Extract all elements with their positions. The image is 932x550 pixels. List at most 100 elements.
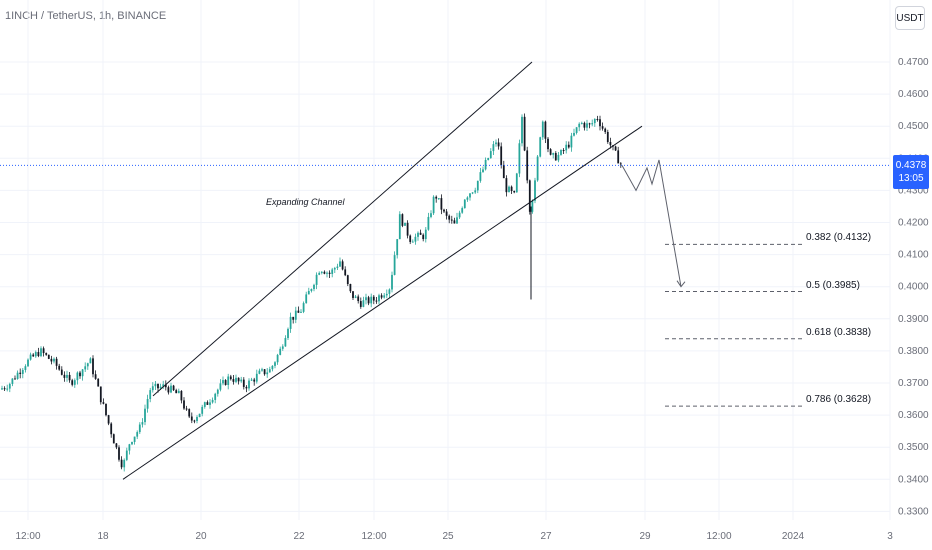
candle-body [248,380,250,389]
candle-body [307,290,310,295]
currency-button[interactable]: USDT [895,6,925,30]
candle-body [570,135,573,148]
candle-body [541,121,544,138]
candle-body [136,432,139,437]
candle-body [531,200,534,212]
candle-body [14,378,16,380]
candle-body [21,369,24,374]
candle-body [237,377,240,382]
chart-title: 1INCH / TetherUS, 1h, BINANCE [5,10,167,22]
candle-body [58,365,61,370]
candle-body [617,150,620,164]
candle-body [320,271,323,273]
candle-body [344,269,347,276]
candle-body [1,388,3,390]
candle-body [110,423,113,435]
candle-body [414,236,417,242]
candle-body [271,365,274,370]
candle-body [183,400,185,409]
x-tick-label: 20 [195,531,207,542]
candle-body [567,144,570,148]
candle-body [396,239,399,256]
candle-body [445,211,448,216]
candle-body [255,373,258,382]
channel-line [122,125,643,480]
fib-label: 0.382 (0.4132) [806,232,872,244]
candle-body [167,387,170,393]
candle-body [427,216,430,230]
candle-body [229,376,232,380]
candle-body [554,153,557,161]
candle-body [456,217,458,224]
x-tick-label: 2024 [782,531,805,542]
candle-body [482,169,484,173]
y-tick-label: 0.4600 [898,89,929,100]
candle-body [336,266,339,269]
candle-body [94,374,97,379]
candle-body [604,128,607,132]
candle-body [170,385,172,393]
candle-body [266,372,269,375]
candle-body [372,296,375,301]
candle-body [500,146,503,166]
candle-body [380,295,383,298]
candle-body [549,149,552,155]
candle-body [211,399,214,403]
y-tick-label: 0.3900 [898,314,929,325]
candle-body [469,193,471,198]
candle-body [463,199,466,209]
candle-body [34,352,37,357]
fib-label: 0.5 (0.3985) [806,279,860,291]
candle-body [497,142,500,147]
candle-body [562,150,565,152]
y-tick-label: 0.3400 [898,474,929,485]
x-tick-label: 12:00 [15,531,40,542]
candle-body [328,272,331,274]
candle-body [76,372,79,381]
candle-body [53,358,55,362]
candle-body [151,386,154,391]
fib-label: 0.786 (0.3628) [806,394,872,406]
candle-body [8,383,11,389]
candle-body [349,284,352,292]
price-axis[interactable]: 0.47000.46000.45000.44000.43000.42000.41… [898,57,929,517]
candle-body [40,348,42,357]
candle-body [359,301,362,307]
candle-body [323,271,326,274]
y-tick-label: 0.3500 [898,442,929,453]
candle-body [578,123,581,128]
candle-body [11,378,14,384]
candle-body [591,123,594,125]
candle-body [391,274,393,290]
candle-body [580,122,583,124]
candle-body [89,358,92,364]
candle-body [523,116,526,151]
candle-body [159,386,162,389]
candle-body [440,198,443,210]
candle-body [599,119,601,127]
candle-body [193,420,196,422]
candle-body [6,388,9,390]
candle-body [216,389,219,394]
candle-body [518,143,521,174]
candle-body [346,275,349,285]
candle-body [411,241,414,243]
candle-body [240,379,243,382]
candle-body [146,399,149,409]
candle-body [521,116,523,144]
candle-body [341,261,344,270]
candle-body [375,300,378,302]
time-axis[interactable]: 12:00 18 20 22 12:00 25 27 29 12:00 2024 3 [15,531,893,542]
candle-body [466,197,469,200]
drawings[interactable] [0,61,890,480]
candle-body [232,379,235,382]
grid [0,0,891,520]
candle-body [287,328,289,339]
candle-body [479,172,482,181]
candle-body [172,385,175,391]
candle-body [565,144,568,151]
candle-body [175,390,178,394]
candle-body [162,384,165,387]
candle-body [484,159,487,170]
